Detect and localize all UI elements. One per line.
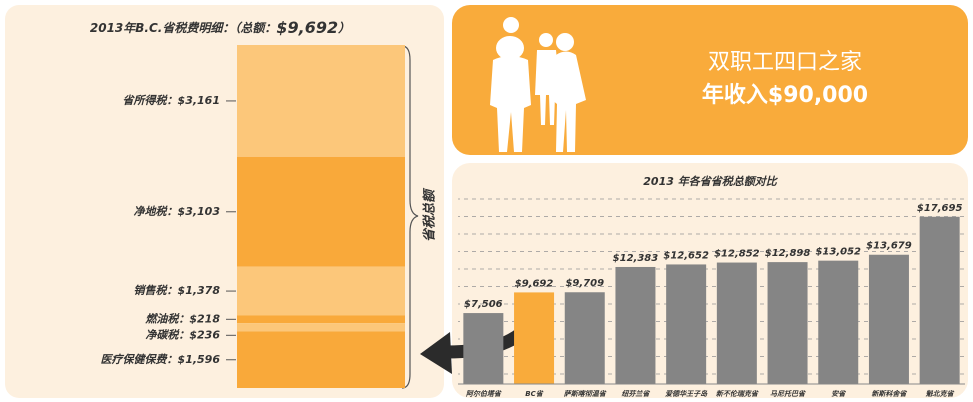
value-label: $12,898 <box>765 248 811 259</box>
title-text: ） <box>337 21 350 35</box>
bar-segment <box>237 267 405 316</box>
bar <box>869 255 909 384</box>
bar <box>463 313 503 384</box>
segment-label: 净碳税：$236 <box>145 328 220 341</box>
value-label: $1,378 <box>178 284 221 297</box>
brace-label: 省税总额 <box>422 187 438 242</box>
x-tick-label: 新斯科舍省 <box>871 389 907 398</box>
value-label: $13,679 <box>866 241 912 252</box>
value-label: $7,506 <box>464 299 503 310</box>
value-label: $9,709 <box>565 278 604 289</box>
value-label: $12,852 <box>714 249 760 260</box>
x-tick-label: 纽芬兰省 <box>621 389 650 398</box>
bar <box>514 292 554 384</box>
banner-card <box>452 5 968 155</box>
value-label: $236 <box>189 328 220 341</box>
value-label: $1,596 <box>178 353 221 366</box>
segment-label: 医疗保健保费：$1,596 <box>101 353 221 366</box>
category-label: 销售税： <box>134 284 178 297</box>
bar <box>717 263 757 384</box>
bar <box>920 217 960 384</box>
x-tick-label: 新不伦瑞克省 <box>716 389 759 398</box>
bar-segment <box>237 45 405 157</box>
value-label: $9,692 <box>515 278 554 289</box>
bar <box>666 264 706 384</box>
value-label: $3,161 <box>178 94 220 107</box>
banner-line: 双职工四口之家 <box>708 50 862 75</box>
category-label: 净地税： <box>134 205 178 218</box>
segment-label: 燃油税：$218 <box>144 312 220 325</box>
infographic: 双职工四口之家 年收入$90,000 2013年B.C.省税费明细：（总额：$9… <box>0 0 973 402</box>
total-label: $9,692 <box>276 18 338 37</box>
title-text: 2013年B.C.省税费明细：（总额： <box>90 21 276 35</box>
x-tick-label: 爱德华王子岛 <box>665 389 708 398</box>
chart-title: 2013 年各省省税总额对比 <box>643 175 778 188</box>
x-tick-label: 安省 <box>831 389 846 398</box>
x-tick-label: 马尼托巴省 <box>770 389 806 398</box>
value-label: $3,103 <box>178 205 221 218</box>
bar <box>768 262 808 384</box>
x-tick-label: BC省 <box>525 389 543 398</box>
value-label: $12,383 <box>613 253 659 264</box>
value-label: $12,652 <box>663 250 709 261</box>
category-label: 医疗保健保费： <box>101 353 178 366</box>
category-label: 燃油税： <box>144 312 189 325</box>
segment-label: 省所得税：$3,161 <box>123 94 220 107</box>
banner-line: 年收入$90,000 <box>702 82 868 108</box>
bar-segment <box>237 315 405 323</box>
category-label: 省所得税： <box>123 94 178 107</box>
bar-segment <box>237 323 405 331</box>
segment-label: 销售税：$1,378 <box>134 284 221 297</box>
bar-segment <box>237 332 405 388</box>
bar <box>565 292 605 384</box>
value-label: $17,695 <box>917 203 963 214</box>
category-label: 净碳税： <box>145 328 189 341</box>
left-title: 2013年B.C.省税费明细：（总额：$9,692） <box>90 18 350 37</box>
x-tick-label: 魁北克省 <box>926 389 955 398</box>
value-label: $218 <box>189 312 220 325</box>
segment-label: 净地税：$3,103 <box>134 205 221 218</box>
bar <box>818 261 858 384</box>
value-label: $13,052 <box>815 247 861 258</box>
bar <box>615 267 655 384</box>
bar-segment <box>237 157 405 267</box>
x-tick-label: 阿尔伯塔省 <box>466 389 502 398</box>
x-tick-label: 萨斯喀彻温省 <box>564 389 607 398</box>
